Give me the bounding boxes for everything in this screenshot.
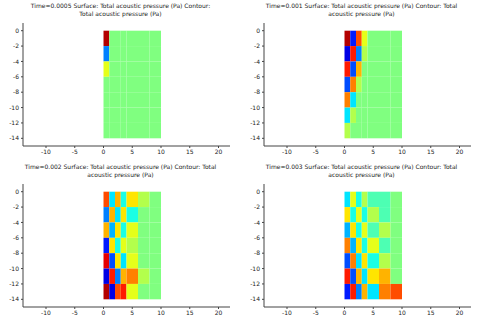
- svg-text:-6: -6: [254, 73, 260, 80]
- svg-text:0: 0: [102, 309, 106, 316]
- svg-text:-5: -5: [313, 309, 319, 316]
- svg-text:-10: -10: [282, 148, 292, 155]
- svg-text:-8: -8: [13, 249, 19, 256]
- html-text:Time=0.002 Surface: Total acou: Time=0.002 Surface: Total acoustic press…: [24, 163, 217, 170]
- svg-text:-12: -12: [250, 280, 260, 287]
- svg-text:10: 10: [157, 148, 165, 155]
- html-text:Total acoustic pressure (Pa): Total acoustic pressure (Pa): [79, 10, 162, 17]
- svg-text:20: 20: [215, 148, 223, 155]
- svg-text:-10: -10: [250, 104, 260, 111]
- svg-text:20: 20: [456, 309, 464, 316]
- svg-text:-4: -4: [13, 219, 19, 226]
- html-text:Time=0.001 Surface: Total acou: Time=0.001 Surface: Total acoustic press…: [265, 2, 458, 9]
- svg-text:-6: -6: [13, 73, 19, 80]
- svg-text:-2: -2: [13, 203, 19, 210]
- svg-text:5: 5: [130, 309, 134, 316]
- svg-text:-5: -5: [72, 148, 78, 155]
- svg-text:-5: -5: [72, 309, 78, 316]
- svg-text:0: 0: [343, 148, 347, 155]
- svg-text:-12: -12: [9, 280, 19, 287]
- svg-text:-2: -2: [254, 42, 260, 49]
- svg-text:10: 10: [398, 309, 406, 316]
- svg-text:0: 0: [102, 148, 106, 155]
- svg-text:-6: -6: [13, 234, 19, 241]
- svg-text:-10: -10: [41, 309, 51, 316]
- svg-text:5: 5: [371, 148, 375, 155]
- svg-text:-14: -14: [9, 134, 19, 141]
- svg-text:-10: -10: [250, 265, 260, 272]
- svg-text:5: 5: [130, 148, 134, 155]
- svg-text:15: 15: [186, 148, 194, 155]
- svg-text:-10: -10: [9, 265, 19, 272]
- html-text:Time=0.003 Surface: Total acou: Time=0.003 Surface: Total acoustic press…: [265, 163, 458, 170]
- html-text:Time=0.0005 Surface: Total aco: Time=0.0005 Surface: Total acoustic pres…: [30, 2, 211, 9]
- html-text:acoustic pressure (Pa): acoustic pressure (Pa): [87, 171, 154, 178]
- svg-text:-14: -14: [250, 134, 260, 141]
- svg-text:-4: -4: [254, 58, 260, 65]
- svg-text:15: 15: [427, 309, 435, 316]
- svg-text:-2: -2: [13, 42, 19, 49]
- svg-text:20: 20: [215, 309, 223, 316]
- svg-text:10: 10: [157, 309, 165, 316]
- svg-text:-4: -4: [13, 58, 19, 65]
- svg-text:-12: -12: [9, 119, 19, 126]
- svg-text:-10: -10: [9, 104, 19, 111]
- svg-text:-8: -8: [254, 249, 260, 256]
- svg-text:-10: -10: [41, 148, 51, 155]
- svg-text:15: 15: [186, 309, 194, 316]
- svg-text:-8: -8: [254, 88, 260, 95]
- svg-text:10: 10: [398, 148, 406, 155]
- svg-text:-2: -2: [254, 203, 260, 210]
- svg-text:-6: -6: [254, 234, 260, 241]
- svg-text:-12: -12: [250, 119, 260, 126]
- svg-text:0: 0: [15, 27, 19, 34]
- svg-text:0: 0: [343, 309, 347, 316]
- svg-text:0: 0: [256, 27, 260, 34]
- svg-text:15: 15: [427, 148, 435, 155]
- html-text:acoustic pressure (Pa): acoustic pressure (Pa): [328, 171, 395, 178]
- svg-text:-10: -10: [282, 309, 292, 316]
- svg-text:-4: -4: [254, 219, 260, 226]
- svg-text:0: 0: [15, 188, 19, 195]
- svg-text:0: 0: [256, 188, 260, 195]
- svg-text:-14: -14: [9, 295, 19, 302]
- svg-text:20: 20: [456, 148, 464, 155]
- svg-text:-5: -5: [313, 148, 319, 155]
- svg-text:5: 5: [371, 309, 375, 316]
- svg-text:-8: -8: [13, 88, 19, 95]
- html-text:acoustic pressure (Pa): acoustic pressure (Pa): [328, 10, 395, 17]
- svg-text:-14: -14: [250, 295, 260, 302]
